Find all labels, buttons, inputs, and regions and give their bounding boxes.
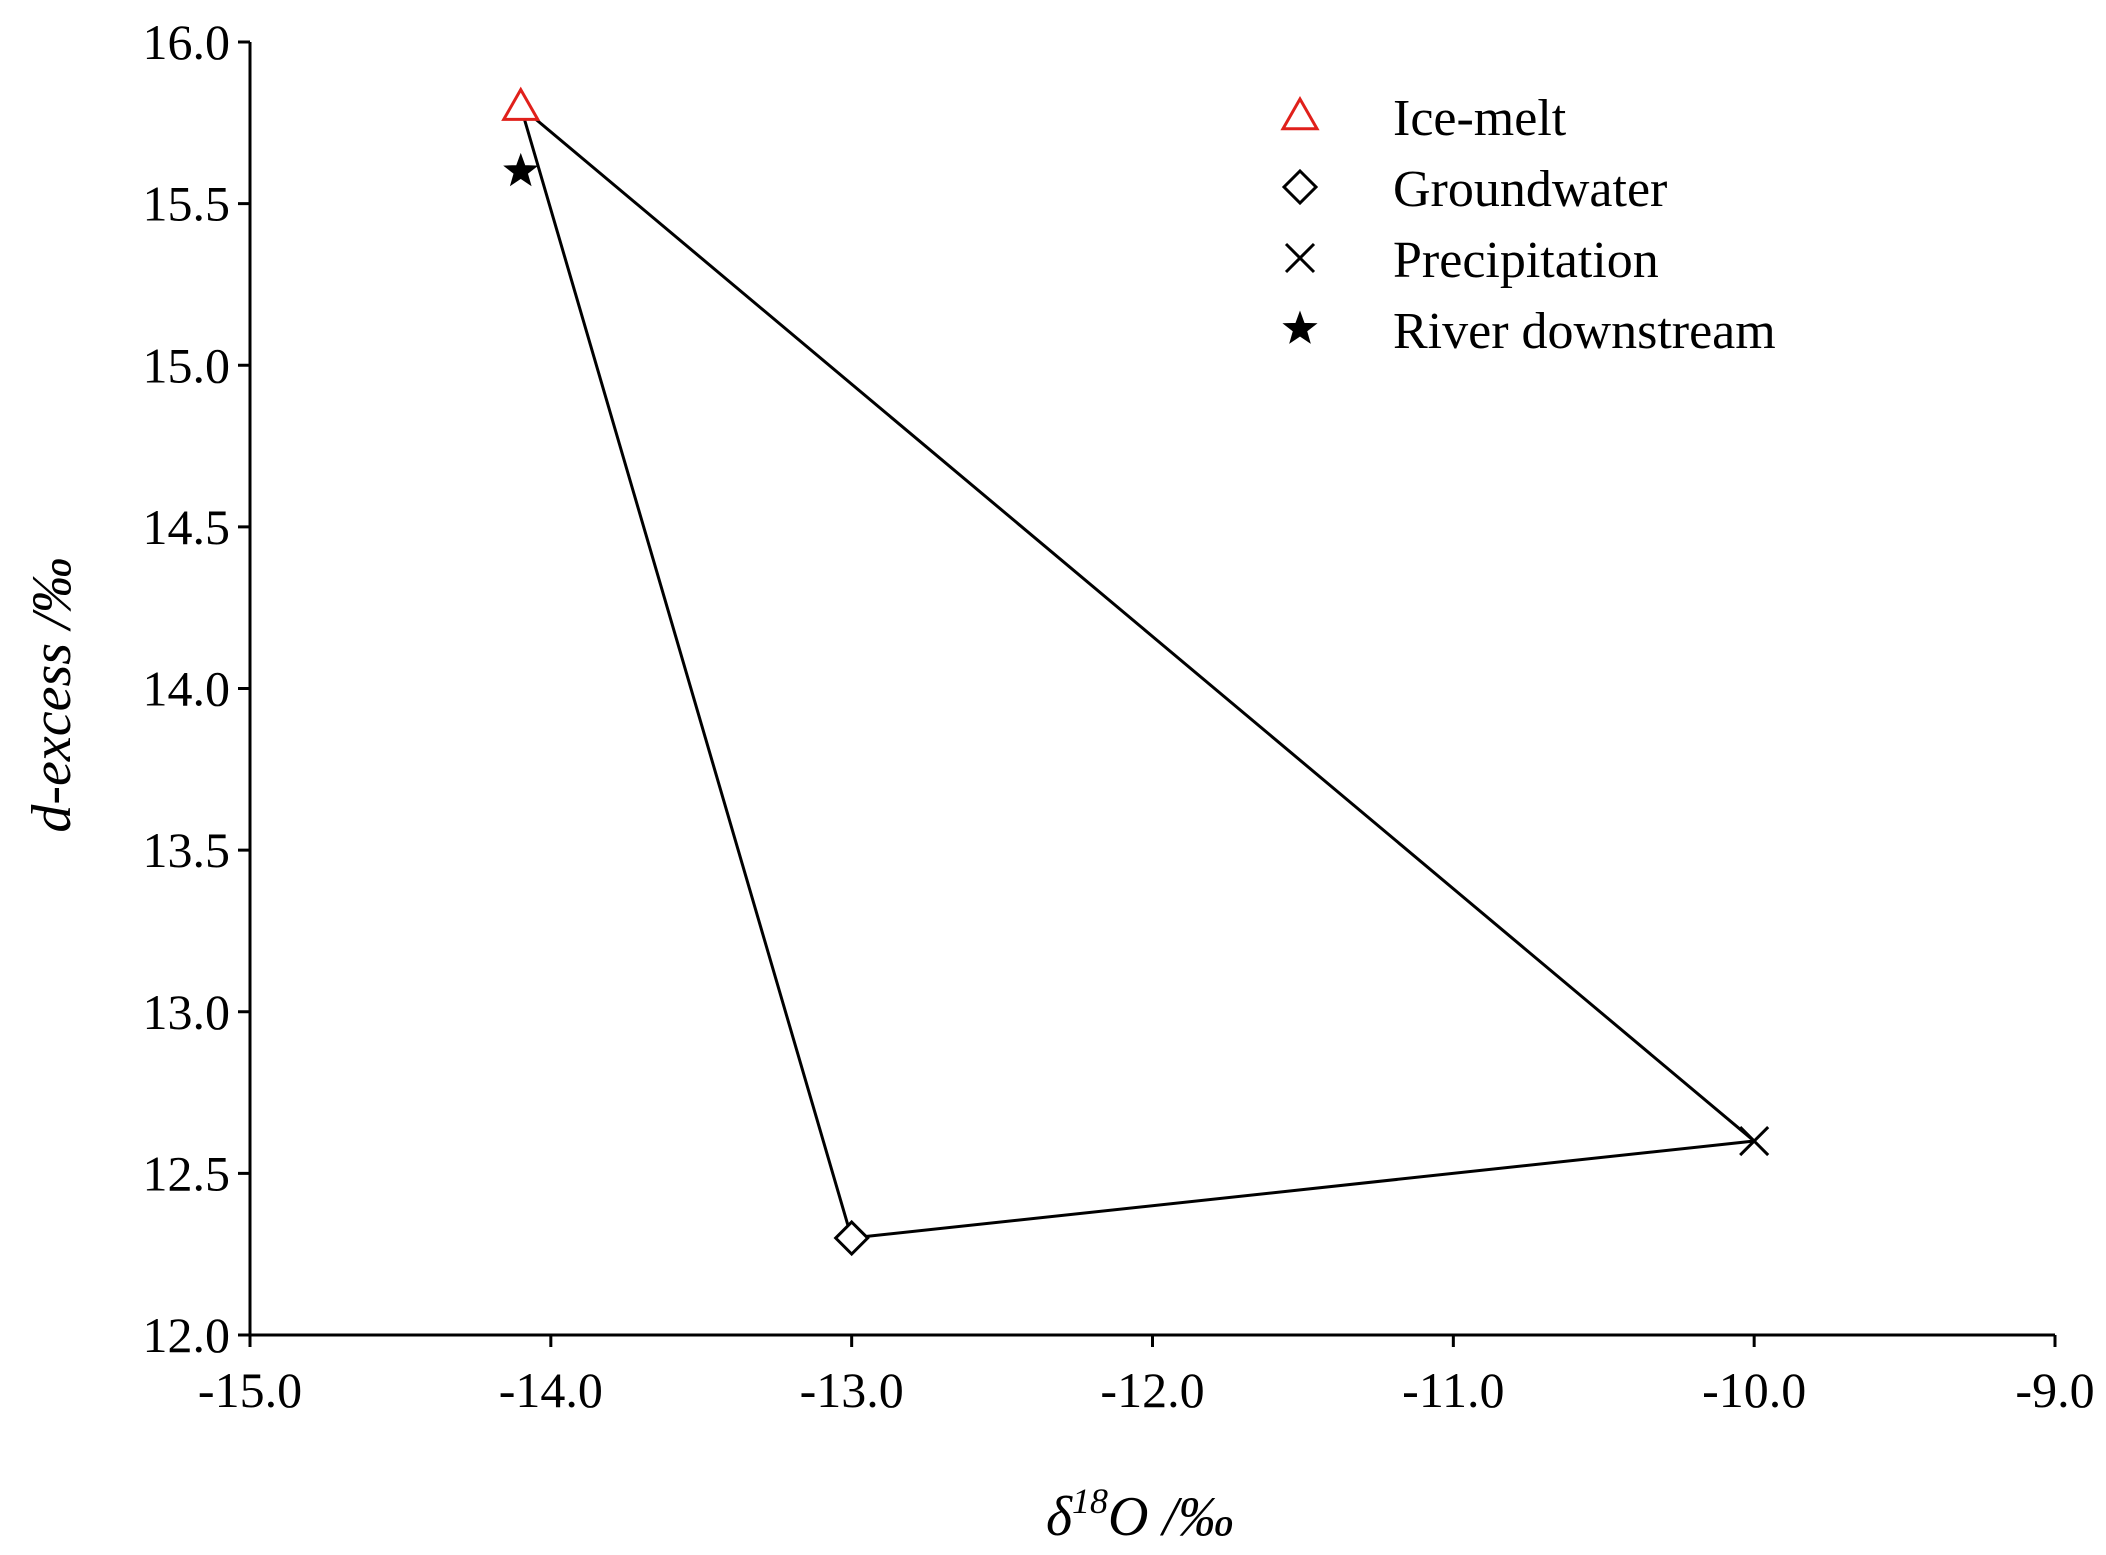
mixing-triangle <box>519 105 1756 1240</box>
data-points <box>501 86 1770 1257</box>
x-tick-label: -14.0 <box>499 1362 603 1418</box>
point-river-downstream <box>503 152 539 187</box>
legend-label-ice-melt: Ice-melt <box>1393 90 1567 147</box>
y-tick-label: 15.0 <box>143 337 231 393</box>
y-tick-label: 13.0 <box>143 984 231 1040</box>
x-axis-title-delta: δ <box>1046 1486 1073 1548</box>
x-tick-label: -10.0 <box>1702 1362 1806 1418</box>
x-tick-label: -9.0 <box>2015 1362 2094 1418</box>
y-tick-label: 15.5 <box>143 176 231 232</box>
mixing-line <box>519 105 1756 1143</box>
legend-label-precipitation: Precipitation <box>1393 232 1659 289</box>
x-ticks: -15.0 -14.0 -13.0 -12.0 -11.0 -10.0 -9.0 <box>198 1335 2095 1418</box>
y-tick-label: 13.5 <box>143 822 231 878</box>
axes <box>248 42 2055 1337</box>
y-ticks: 12.0 12.5 13.0 13.5 14.0 14.5 15.0 15.5 16.0 <box>143 14 250 1363</box>
x-tick-label: -13.0 <box>800 1362 904 1418</box>
y-axis-title: d-excess /‰ <box>21 557 83 832</box>
x-tick-label: -11.0 <box>1402 1362 1504 1418</box>
x-axis-title-rest: O /‰ <box>1108 1486 1234 1548</box>
legend-marker-groundwater <box>1281 168 1319 206</box>
legend-marker-ice-melt <box>1280 95 1320 131</box>
legend-label-groundwater: Groundwater <box>1393 161 1667 218</box>
point-precipitation <box>1739 1125 1770 1157</box>
legend: Ice-melt Groundwater Precipitation River do… <box>1280 90 1776 360</box>
x-axis-title: δ18O /‰ <box>1046 1481 1234 1548</box>
x-axis-title-superscript: 18 <box>1072 1481 1108 1521</box>
x-tick-label: -12.0 <box>1100 1362 1204 1418</box>
y-tick-label: 16.0 <box>143 14 231 70</box>
y-tick-label: 14.0 <box>143 661 231 717</box>
point-groundwater <box>833 1219 870 1257</box>
point-ice-melt <box>501 86 541 121</box>
y-tick-label: 14.5 <box>143 499 231 555</box>
y-tick-label: 12.0 <box>143 1307 231 1363</box>
x-tick-label: -15.0 <box>198 1362 302 1418</box>
mixing-line <box>519 106 854 1239</box>
legend-label-river-downstream: River downstream <box>1393 303 1776 360</box>
legend-marker-river-downstream <box>1282 310 1318 344</box>
mixing-line <box>851 1139 1755 1240</box>
y-tick-label: 12.5 <box>143 1145 231 1201</box>
legend-marker-precipitation <box>1284 242 1316 274</box>
